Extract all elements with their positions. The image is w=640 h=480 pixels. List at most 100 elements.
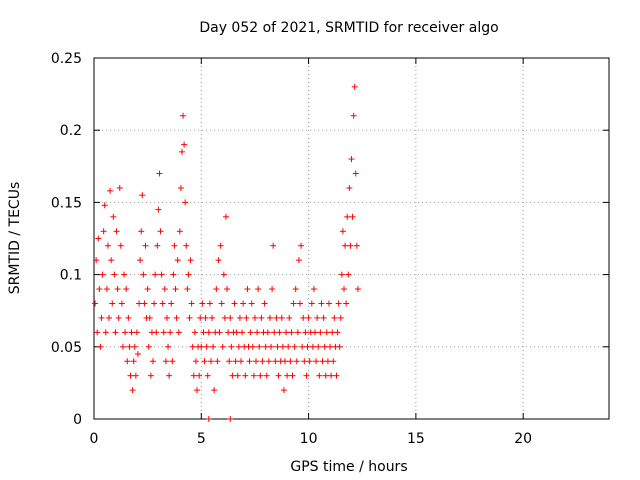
- data-point: [106, 314, 113, 321]
- data-point: [154, 242, 161, 249]
- data-point: [122, 329, 129, 336]
- y-tick-label: 0.25: [51, 51, 82, 67]
- data-point: [251, 314, 258, 321]
- data-point: [169, 358, 176, 365]
- data-point: [236, 314, 243, 321]
- data-point: [142, 242, 149, 249]
- data-point: [159, 300, 166, 307]
- data-point: [99, 271, 106, 278]
- data-point: [115, 314, 122, 321]
- data-point: [183, 242, 190, 249]
- data-point: [102, 329, 109, 336]
- data-point: [339, 228, 346, 235]
- data-point: [234, 372, 241, 379]
- data-point: [144, 286, 151, 293]
- chart-title: Day 052 of 2021, SRMTID for receiver alg…: [199, 20, 498, 36]
- data-point: [255, 286, 262, 293]
- data-point: [205, 329, 212, 336]
- data-point: [138, 228, 145, 235]
- data-point: [349, 213, 356, 220]
- data-point: [194, 387, 200, 394]
- data-point: [202, 314, 209, 321]
- data-point: [224, 286, 231, 293]
- data-point: [145, 343, 152, 350]
- data-point: [140, 271, 147, 278]
- data-point: [289, 372, 296, 379]
- data-point: [200, 329, 207, 336]
- x-tick-label: 10: [300, 431, 318, 447]
- data-point: [147, 372, 154, 379]
- data-point: [172, 286, 179, 293]
- y-tick-label: 0.05: [51, 340, 82, 356]
- data-point: [295, 257, 302, 264]
- data-point: [198, 343, 205, 350]
- data-point: [111, 271, 118, 278]
- data-point: [304, 343, 311, 350]
- data-point: [117, 242, 124, 249]
- data-point: [226, 358, 233, 365]
- data-point: [303, 372, 310, 379]
- data-point: [229, 372, 236, 379]
- data-point: [178, 148, 185, 155]
- data-point: [269, 286, 276, 293]
- data-point: [300, 314, 307, 321]
- data-point: [206, 300, 213, 307]
- data-point: [133, 329, 140, 336]
- data-point: [126, 343, 133, 350]
- data-point: [336, 343, 343, 350]
- data-point: [347, 242, 354, 249]
- data-point: [259, 358, 266, 365]
- data-point: [108, 257, 115, 264]
- data-point: [124, 358, 131, 365]
- data-point: [266, 314, 273, 321]
- x-tick-label: 20: [514, 431, 532, 447]
- data-point: [239, 329, 246, 336]
- data-point: [310, 286, 317, 293]
- x-tick-label: 0: [90, 431, 99, 447]
- data-point: [151, 300, 158, 307]
- data-point: [161, 286, 168, 293]
- data-point: [261, 300, 268, 307]
- data-point: [173, 314, 180, 321]
- data-point: [325, 300, 332, 307]
- data-point: [217, 242, 224, 249]
- data-point: [249, 343, 256, 350]
- data-point: [293, 358, 300, 365]
- data-point: [184, 286, 191, 293]
- data-point: [290, 300, 297, 307]
- data-point: [258, 314, 265, 321]
- data-point: [298, 242, 305, 249]
- data-point: [314, 314, 321, 321]
- data-point: [350, 112, 357, 119]
- data-point: [322, 372, 329, 379]
- data-point: [109, 300, 116, 307]
- data-point: [97, 343, 104, 350]
- data-point: [265, 358, 272, 365]
- data-point: [170, 271, 177, 278]
- data-point: [186, 314, 193, 321]
- x-axis-label: GPS time / hours: [290, 459, 407, 475]
- axis-ticks: 0 5 10 15 20 0 0.05 0.1 0.15 0.2 0.25: [51, 51, 609, 447]
- data-point: [125, 314, 132, 321]
- data-point: [128, 329, 135, 336]
- data-point: [163, 314, 170, 321]
- data-point: [146, 314, 153, 321]
- data-point: [210, 343, 217, 350]
- data-point: [220, 271, 227, 278]
- data-point: [272, 358, 279, 365]
- data-point: [343, 300, 350, 307]
- data-point: [268, 343, 275, 350]
- data-point: [342, 242, 349, 249]
- data-point: [131, 343, 138, 350]
- data-point: [320, 314, 327, 321]
- data-point: [233, 329, 240, 336]
- data-point: [333, 372, 340, 379]
- data-point: [112, 329, 119, 336]
- data-point: [257, 372, 264, 379]
- data-point: [176, 228, 183, 235]
- data-point: [242, 372, 249, 379]
- data-point: [110, 213, 117, 220]
- data-point: [177, 184, 184, 191]
- data-point: [167, 329, 174, 336]
- data-point: [338, 271, 345, 278]
